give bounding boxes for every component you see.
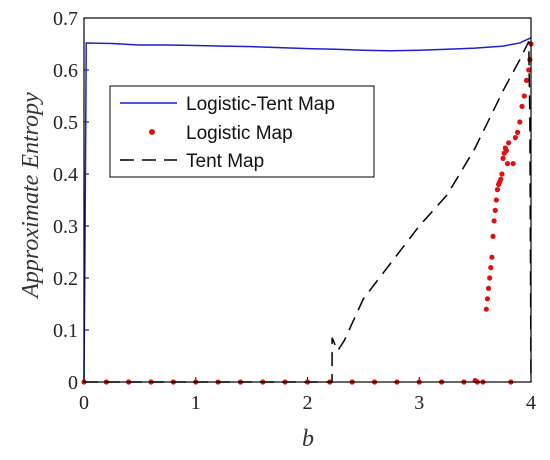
x-tick-label: 2 [303, 392, 313, 414]
logistic-map-point [492, 207, 498, 213]
logistic-map-point [489, 254, 495, 260]
logistic-map-point [514, 129, 521, 135]
logistic-map-point [487, 275, 493, 281]
legend-label-tent: Tent Map [186, 151, 264, 172]
logistic-map-point [498, 176, 504, 182]
logistic-map-point [519, 103, 525, 109]
y-tick-label: 0.7 [53, 8, 78, 30]
y-tick-label: 0.6 [53, 60, 78, 82]
logistic-map-point [488, 265, 494, 271]
logistic-map-point [485, 285, 492, 291]
y-tick-label: 0.4 [53, 164, 78, 186]
logistic-map-point [527, 57, 533, 63]
legend-label-logistic: Logistic Map [186, 123, 293, 144]
legend: Logistic-Tent Map Logistic Map Tent Map [109, 85, 375, 178]
logistic-map-point [506, 140, 512, 146]
logistic-map-point [499, 171, 505, 177]
y-axis-title: Approximate Entropy [18, 92, 44, 300]
logistic-map-point [504, 161, 511, 167]
y-tick-label: 0.5 [53, 112, 78, 134]
y-tick-label: 0 [68, 372, 78, 394]
x-axis-title: b [302, 426, 314, 452]
logistic-map-point [510, 161, 516, 167]
logistic-map-point [521, 93, 527, 99]
series-layer [81, 37, 534, 385]
logistic-map-point [523, 77, 530, 83]
logistic-map-point [512, 135, 518, 141]
plot-frame [83, 17, 532, 383]
legend-label-logistic-tent: Logistic-Tent Map [186, 94, 335, 115]
logistic-map-point [517, 119, 523, 125]
logistic-map-point [500, 155, 506, 161]
y-tick-label: 0.2 [53, 268, 78, 290]
x-tick-label: 4 [526, 392, 536, 414]
logistic-map-point [491, 218, 497, 224]
logistic-map-point [503, 148, 510, 154]
logistic-map-point [483, 306, 489, 312]
legend-marker-logistic [149, 129, 155, 135]
logistic-map-point [494, 187, 501, 193]
x-tick-label: 1 [191, 392, 201, 414]
logistic-map-point [526, 67, 532, 73]
logistic-tent-map-line [83, 37, 532, 383]
logistic-map-point [493, 197, 499, 203]
x-tick-label: 0 [79, 392, 89, 414]
y-tick-label: 0.1 [53, 320, 78, 342]
logistic-map-point [490, 233, 496, 239]
y-tick-label: 0.3 [53, 216, 78, 238]
ticks: 0 1 2 3 4 0 0.1 0.2 0.3 0.4 0.5 0.6 0.7 [53, 8, 536, 414]
logistic-map-point [484, 296, 491, 302]
x-tick-label: 3 [414, 392, 424, 414]
